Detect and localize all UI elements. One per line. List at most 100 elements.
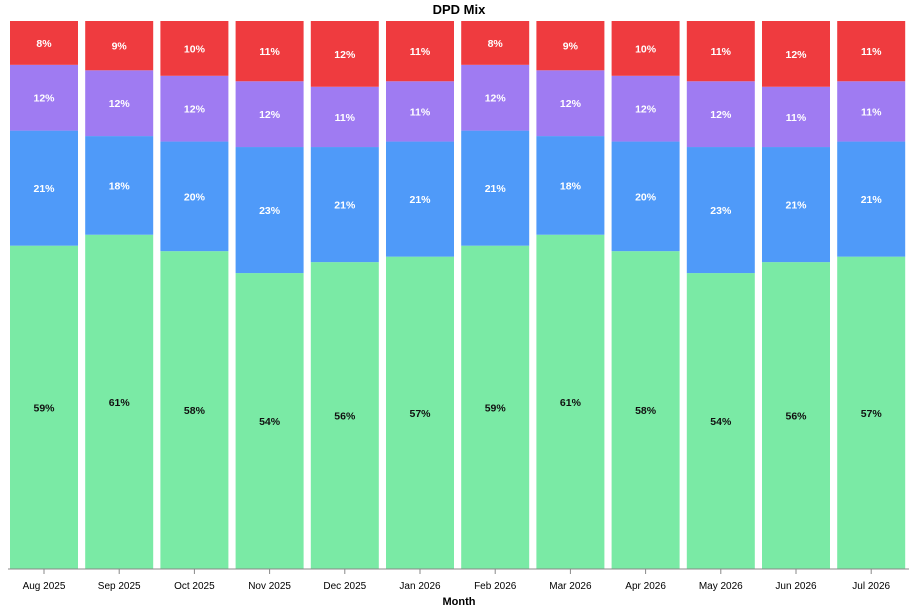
bar-segment xyxy=(386,81,454,142)
bar-segment xyxy=(85,234,154,569)
data-label: 12% xyxy=(485,93,507,105)
x-tick-label: Jan 2026 xyxy=(399,581,441,592)
data-label: 9% xyxy=(563,41,579,53)
data-label: 12% xyxy=(109,98,131,110)
x-tick-label: Dec 2025 xyxy=(323,581,366,592)
bar-segment xyxy=(686,147,755,274)
x-tick-label: Oct 2025 xyxy=(174,581,215,592)
bar-segment xyxy=(310,147,379,263)
data-label: 59% xyxy=(485,402,507,414)
bar-segment xyxy=(762,262,830,569)
bar-segment xyxy=(461,64,530,131)
data-label: 21% xyxy=(409,194,431,206)
x-ticks-group: Aug 2025 Sep 2025 Oct 2025 Nov 2025 Dec 2025… xyxy=(23,569,891,592)
bar-segment xyxy=(536,21,605,71)
data-label: 12% xyxy=(785,49,807,61)
data-label: 20% xyxy=(184,191,206,203)
data-label: 11% xyxy=(711,46,732,58)
bar-segment xyxy=(536,70,605,137)
bar-segment xyxy=(762,21,830,87)
data-label: 11% xyxy=(410,46,431,58)
bar-segment xyxy=(160,251,229,569)
bar-segment xyxy=(160,75,229,142)
bar-segment xyxy=(686,21,755,82)
bar-segment xyxy=(10,64,78,131)
data-label: 12% xyxy=(635,104,657,116)
bar-segment xyxy=(235,21,304,82)
chart-title: DPD Mix xyxy=(433,2,487,17)
data-label: 21% xyxy=(785,200,807,212)
data-label: 12% xyxy=(259,109,281,121)
bar-segment xyxy=(235,81,304,148)
data-label: 12% xyxy=(710,109,732,121)
bar-segment xyxy=(611,21,680,76)
x-tick-label: Apr 2026 xyxy=(625,581,666,592)
bar-segment xyxy=(461,21,530,65)
bar-segment xyxy=(837,81,906,142)
bar-segment xyxy=(762,86,830,148)
bar-segment xyxy=(235,273,304,569)
bar-segment xyxy=(10,21,78,65)
x-tick-label: Jun 2026 xyxy=(775,581,817,592)
data-label: 61% xyxy=(560,397,582,409)
data-label: 56% xyxy=(785,411,807,423)
bar-segment xyxy=(536,234,605,569)
bar-segment xyxy=(611,141,680,252)
bar-segment xyxy=(386,141,454,257)
data-label: 8% xyxy=(488,38,504,50)
bar-segment xyxy=(611,75,680,142)
x-tick-label: May 2026 xyxy=(699,581,743,592)
data-label: 57% xyxy=(861,408,883,420)
x-tick-label: Mar 2026 xyxy=(549,581,592,592)
bar-segment xyxy=(235,147,304,274)
data-label: 9% xyxy=(112,41,128,53)
bar-segment xyxy=(160,21,229,76)
data-label: 61% xyxy=(109,397,131,409)
bar-segment xyxy=(461,245,530,569)
bar-segment xyxy=(310,21,379,87)
bar-segment xyxy=(386,256,454,569)
data-label: 11% xyxy=(861,46,882,58)
bar-segment xyxy=(386,21,454,82)
data-label: 12% xyxy=(560,98,582,110)
bar-segment xyxy=(762,147,830,263)
bar-segment xyxy=(85,21,154,71)
data-label: 18% xyxy=(109,180,131,192)
data-label: 58% xyxy=(635,405,657,417)
x-tick-label: Nov 2025 xyxy=(248,581,291,592)
data-label: 20% xyxy=(635,191,657,203)
data-label: 11% xyxy=(786,112,807,124)
bar-segment xyxy=(160,141,229,252)
bar-segment xyxy=(310,86,379,148)
bar-segment xyxy=(461,130,530,246)
bar-segment xyxy=(85,70,154,137)
data-label: 57% xyxy=(409,408,431,420)
x-axis-title: Month xyxy=(443,596,476,608)
data-label: 12% xyxy=(334,49,356,61)
bar-segment xyxy=(85,136,154,235)
data-label: 21% xyxy=(861,194,883,206)
bar-segment xyxy=(686,81,755,148)
data-label: 11% xyxy=(335,112,356,124)
data-label: 11% xyxy=(259,46,280,58)
bar-segment xyxy=(686,273,755,569)
bar-segment xyxy=(536,136,605,235)
bar-segment xyxy=(10,245,78,569)
data-label: 58% xyxy=(184,405,206,417)
x-tick-label: Feb 2026 xyxy=(474,581,517,592)
data-label: 11% xyxy=(410,106,431,118)
data-label: 12% xyxy=(33,93,55,105)
bar-segment xyxy=(10,130,78,246)
data-label: 12% xyxy=(184,104,206,116)
bar-segment xyxy=(611,251,680,569)
bar-segment xyxy=(837,21,906,82)
x-tick-label: Aug 2025 xyxy=(23,581,66,592)
bar-segment xyxy=(837,141,906,257)
x-tick-label: Jul 2026 xyxy=(852,581,890,592)
data-label: 23% xyxy=(259,205,281,217)
data-label: 59% xyxy=(33,402,55,414)
data-label: 21% xyxy=(33,183,55,195)
bars-group: 59% 21% 12% 8% 61% 18% 12% 9% 58% 20% 12% 10% 54% 23%… xyxy=(10,21,906,569)
